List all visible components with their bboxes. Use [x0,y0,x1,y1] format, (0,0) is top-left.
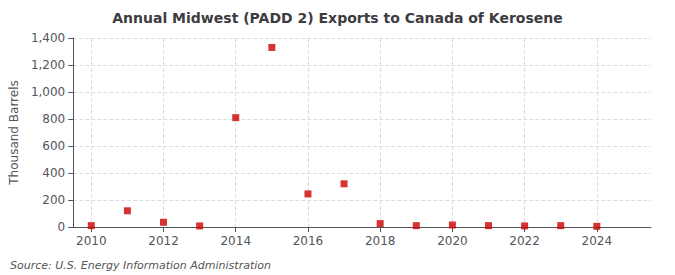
svg-text:2012: 2012 [148,234,179,248]
svg-text:1,400: 1,400 [31,31,65,45]
svg-text:600: 600 [42,139,65,153]
svg-text:800: 800 [42,112,65,126]
svg-text:2020: 2020 [437,234,468,248]
svg-text:Thousand Barrels: Thousand Barrels [7,80,21,185]
svg-text:2022: 2022 [509,234,540,248]
svg-text:Source: U.S. Energy Informatio: Source: U.S. Energy Information Administ… [10,259,271,272]
svg-text:1,200: 1,200 [31,58,65,72]
svg-text:2018: 2018 [365,234,396,248]
svg-text:2016: 2016 [293,234,324,248]
svg-text:400: 400 [42,166,65,180]
svg-text:2014: 2014 [220,234,251,248]
svg-text:Annual Midwest (PADD 2) Export: Annual Midwest (PADD 2) Exports to Canad… [112,10,562,26]
svg-text:1,000: 1,000 [31,85,65,99]
svg-text:200: 200 [42,193,65,207]
svg-text:2010: 2010 [76,234,107,248]
svg-text:0: 0 [58,220,66,234]
svg-text:2024: 2024 [582,234,613,248]
